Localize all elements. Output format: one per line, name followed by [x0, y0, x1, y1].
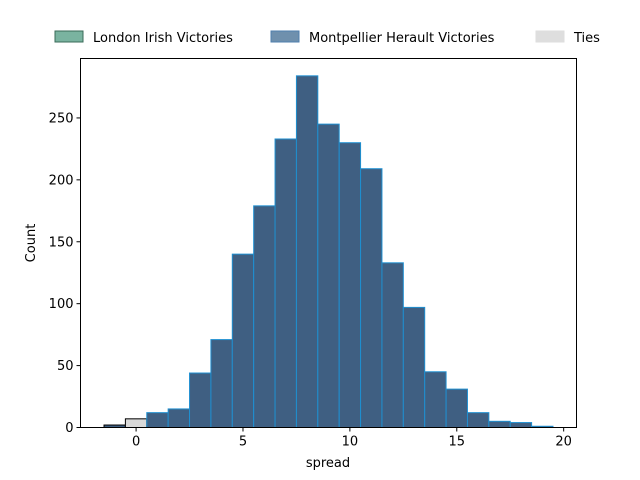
bar-ties-0: [124, 418, 148, 428]
bar-montpellier-10: [360, 168, 383, 428]
bar-montpellier-13: [424, 371, 447, 429]
x-axis-label: spread: [306, 456, 350, 471]
y-axis-label: Count: [24, 224, 39, 263]
bar-montpellier-17: [509, 422, 533, 428]
x-tick-label-2: 10: [342, 435, 359, 450]
y-tick-label-0: 0: [65, 421, 73, 436]
bar-montpellier-8: [317, 123, 340, 429]
bar-montpellier-14: [445, 388, 468, 429]
bar-montpellier-0: [146, 412, 169, 428]
x-tick-label-4: 20: [555, 435, 572, 450]
legend-swatch-london-irish: [54, 30, 84, 43]
y-tick-label-3: 150: [49, 235, 74, 250]
y-tick-label-4: 200: [49, 173, 74, 188]
x-tick-label-3: 15: [449, 435, 466, 450]
legend-swatch-ties: [535, 30, 565, 43]
bar-montpellier-11: [381, 262, 404, 428]
bar-montpellier-12: [402, 306, 426, 428]
x-tick-label-0: 0: [132, 435, 140, 450]
y-tick-label-2: 100: [49, 297, 74, 312]
bar-montpellier-6: [274, 138, 297, 428]
y-tick-label-1: 50: [57, 359, 74, 374]
bar-montpellier-4: [231, 253, 255, 428]
legend-swatch-montpellier: [270, 30, 300, 43]
bar-montpellier-7: [295, 75, 319, 428]
legend: London Irish Victories Montpellier Herau…: [54, 30, 600, 46]
bar-montpellier-5: [253, 205, 276, 428]
bar-montpellier-9: [338, 142, 362, 428]
bar-montpellier-1: [167, 408, 191, 429]
legend-label-ties: Ties: [573, 31, 600, 46]
bar-montpellier-15: [466, 412, 490, 428]
y-tick-label-5: 250: [49, 111, 74, 126]
legend-label-montpellier: Montpellier Herault Victories: [309, 31, 495, 46]
x-tick-label-1: 5: [239, 435, 247, 450]
bar-montpellier-16: [488, 420, 511, 428]
bar-montpellier-2: [189, 372, 212, 429]
bars-layer: [103, 75, 554, 429]
plot-frame: [80, 58, 577, 428]
legend-label-london-irish: London Irish Victories: [93, 31, 233, 46]
bar-montpellier-3: [210, 339, 233, 428]
